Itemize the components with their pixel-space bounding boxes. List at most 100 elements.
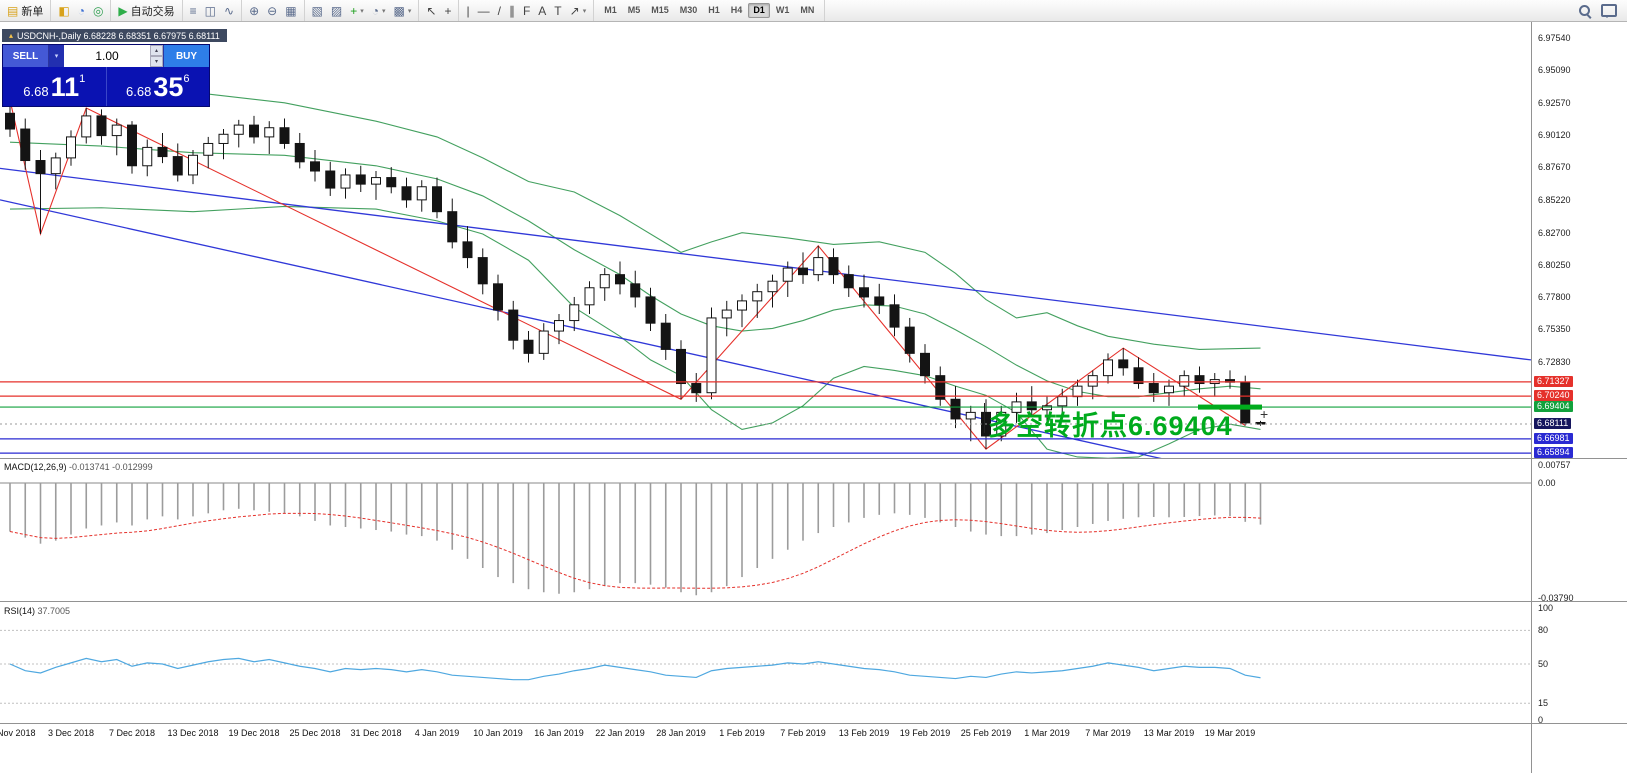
text-label-button[interactable]: T [550,2,565,20]
price-axis-label: 6.72830 [1538,357,1571,368]
time-axis[interactable]: 27 Nov 2018 3 Dec 2018 7 Dec 2018 13 Dec 20… [0,723,1531,773]
buy-price-sup: 6 [183,73,190,85]
timeframe-W1[interactable]: W1 [771,3,795,18]
bar-chart-button[interactable]: ≡ [186,2,201,20]
volume-stepper[interactable]: ▴ ▾ [150,45,163,67]
crosshair-button[interactable]: + [440,2,455,20]
volume-down-icon[interactable]: ▾ [150,56,163,67]
volume-dropdown-icon[interactable]: ▾ [49,45,64,67]
cursor-button[interactable]: ↖ [422,2,440,20]
add-indicator-icon: + [350,3,358,18]
autotrading-icon: ▶ [118,3,128,18]
tile-windows-button[interactable]: ▦ [281,2,300,20]
sell-price-big: 11 [50,72,80,102]
autotrading-button[interactable]: ▶ 自动交易 [114,2,178,20]
volume-up-icon[interactable]: ▴ [150,45,163,56]
trendline-button[interactable]: / [494,2,505,20]
price-axis[interactable]: 6.97540 6.95090 6.92570 6.90120 6.87670 6.852… [1531,22,1627,773]
new-order-icon: ▤ [7,3,19,18]
trendline-2[interactable] [0,199,1531,458]
terminal-icon[interactable]: ◎ [89,2,107,20]
time-axis-label: 10 Jan 2019 [473,728,523,738]
macd-signal-line [9,512,1261,589]
timeframe-D1[interactable]: D1 [748,3,770,18]
chart-workspace: ▴ USDCNH-,Daily 6.68228 6.68351 6.67975 … [0,22,1627,773]
vertical-line-button[interactable]: | [462,2,473,20]
market-watch-icon[interactable]: ◧ [54,2,73,20]
sell-price[interactable]: 6.68 11 1 [3,67,107,106]
candlestick-chart-button[interactable]: ◫ [201,2,220,20]
timeframe-H4[interactable]: H4 [726,3,748,18]
macd-histogram [9,483,1262,596]
cascade-windows-button[interactable]: ▨ [327,2,346,20]
timeframe-MN[interactable]: MN [795,3,819,18]
zoom-in-icon: ⊕ [249,3,260,18]
template-button[interactable]: ▩ ▾ [390,2,416,20]
buy-price[interactable]: 6.68 35 6 [107,67,210,106]
timeframe-M15[interactable]: M15 [646,3,674,18]
macd-label: MACD(12,26,9) -0.013741 -0.012999 [4,462,153,472]
time-axis-label: 19 Dec 2018 [228,728,280,738]
arrange-windows-icon: ▧ [311,3,323,18]
highlight-bar[interactable] [1198,404,1262,410]
toolbar-right [1569,4,1627,18]
timeframe-M30[interactable]: M30 [675,3,703,18]
new-order-button[interactable]: ▤ 新单 [3,2,47,20]
chat-icon[interactable] [1601,4,1617,18]
rsi-axis-label: 80 [1538,625,1549,636]
rsi-axis-label: 100 [1538,603,1554,613]
price-tag-6.65894: 6.65894 [1534,447,1573,459]
time-axis-label: 25 Dec 2018 [289,728,341,738]
text-button[interactable]: A [534,2,550,20]
horizontal-line-button[interactable]: — [474,2,494,20]
navigator-icon-icon: ◔ [77,3,85,18]
bollinger-middle [9,141,1261,398]
annotation-cursor [984,403,985,433]
buy-price-big: 35 [153,72,184,102]
zoom-out-button[interactable]: ⊖ [263,2,281,20]
market-watch-icon-icon: ◧ [58,3,70,18]
timeframe-M1[interactable]: M1 [599,3,622,18]
chevron-down-icon: ▾ [582,7,587,15]
line-chart-button[interactable]: ∿ [220,2,238,20]
rsi-axis-label: 0 [1538,715,1544,725]
main-chart-canvas[interactable] [0,22,1531,458]
price-tag-6.66981: 6.66981 [1534,432,1573,444]
sell-price-main: 6.68 [23,83,49,99]
time-axis-label: 13 Dec 2018 [167,728,219,738]
arrows-button[interactable]: ↗ ▾ [566,2,591,20]
time-axis-label: 7 Dec 2018 [108,728,156,738]
macd-panel-canvas[interactable] [0,459,1531,601]
equidistant-channel-button[interactable]: ∥ [505,2,519,20]
cursor-icon: ↖ [426,3,437,18]
arrange-windows-button[interactable]: ▧ [308,2,327,20]
tile-windows-icon: ▦ [285,3,297,18]
navigator-icon[interactable]: ◔ [74,2,89,20]
time-axis-label: 1 Mar 2019 [1024,728,1070,738]
buy-button[interactable]: BUY [163,45,209,67]
periods-button[interactable]: ◔ ▾ [368,2,390,20]
price-axis-label: 6.92570 [1538,98,1571,109]
fibonacci-button[interactable]: F [519,2,534,20]
panel-divider[interactable] [0,601,1627,602]
rsi-panel-canvas[interactable] [0,602,1531,723]
timeframe-group: M1 M5 M15 M30 H1 H4 D1 W1 MN [594,0,826,21]
timeframe-M5[interactable]: M5 [623,3,646,18]
candlestick-chart-icon: ◫ [204,3,217,18]
panel-divider[interactable] [0,723,1627,724]
one-click-trading-panel: SELL ▾ ▴ ▾ BUY 6.68 11 1 6.68 35 6 [2,44,210,107]
time-axis-label: 19 Mar 2019 [1204,728,1256,738]
crosshair-icon: + [444,3,452,18]
buy-price-main: 6.68 [126,83,152,99]
sell-button[interactable]: SELL [3,45,49,67]
trendline-1[interactable] [0,167,1531,361]
timeframe-H1[interactable]: H1 [703,3,725,18]
volume-input[interactable] [64,45,150,67]
add-indicator-button[interactable]: + ▾ [346,2,368,20]
text-label-icon: T [554,3,562,18]
search-icon[interactable] [1579,4,1591,17]
zoom-in-button[interactable]: ⊕ [245,2,263,20]
zigzag-line[interactable] [9,100,1246,450]
panel-divider[interactable] [0,458,1627,459]
toolbar-groups: ▤ 新单 ◧ ◔ ◎ ▶ 自动交易 ≡ ◫ ∿ ⊕ ⊖ ▦ ▧ ▨ + ▾ ◔ ▾ ▩ ▾ ↖ + | — / ∥ F A T ↗ ▾ [0,0,595,21]
